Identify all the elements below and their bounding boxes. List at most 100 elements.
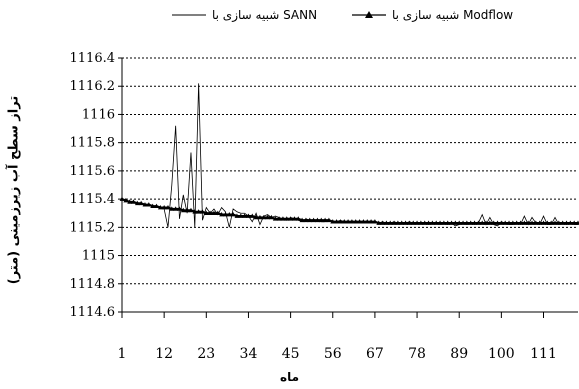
data-point-modflow (292, 216, 297, 221)
data-point-modflow (334, 219, 339, 224)
data-point-modflow (518, 220, 523, 225)
legend-item-modflow: شبیه سازی با Modflow (352, 8, 513, 22)
data-point-modflow (575, 220, 579, 225)
data-point-modflow (414, 220, 420, 225)
data-point-modflow (460, 220, 466, 225)
data-point-modflow (318, 217, 324, 223)
data-point-modflow (154, 203, 159, 208)
data-point-modflow (571, 220, 577, 225)
y-tick-label: 1115.6 (70, 164, 116, 179)
data-point-modflow (215, 210, 221, 216)
y-tick-label: 1115.2 (70, 220, 116, 235)
data-point-modflow (299, 217, 305, 223)
data-point-modflow (514, 220, 520, 225)
x-tick-label: 12 (155, 346, 173, 362)
data-point-modflow (138, 200, 144, 206)
data-point-modflow (249, 213, 255, 218)
x-tick-label: 100 (488, 346, 515, 362)
data-point-modflow (364, 219, 370, 224)
data-point-modflow (472, 220, 477, 225)
data-point-modflow (376, 220, 382, 225)
data-point-modflow (276, 216, 282, 221)
data-point-modflow (288, 216, 294, 221)
data-point-modflow (544, 220, 550, 225)
data-point-modflow (437, 220, 443, 225)
data-point-modflow (483, 220, 489, 225)
data-point-modflow (127, 199, 133, 204)
data-point-modflow (406, 220, 412, 225)
data-point-modflow (541, 220, 546, 225)
data-point-modflow (180, 207, 186, 213)
data-point-modflow (207, 210, 213, 216)
data-point-modflow (529, 220, 535, 225)
data-point-modflow (422, 220, 428, 225)
x-tick-label: 78 (408, 346, 426, 362)
legend-label-modflow: شبیه سازی با Modflow (392, 8, 514, 22)
data-point-modflow (269, 214, 274, 220)
data-point-modflow (372, 219, 378, 224)
y-tick-label: 1116.4 (70, 51, 116, 66)
data-point-modflow (261, 214, 267, 220)
data-point-modflow (188, 207, 194, 213)
data-point-modflow (560, 220, 566, 225)
data-point-modflow (234, 213, 240, 218)
data-point-modflow (150, 203, 156, 208)
x-tick-label: 56 (324, 346, 342, 362)
x-tick-label: 89 (450, 346, 468, 362)
data-point-modflow (142, 202, 148, 207)
y-tick-label: 1114.6 (70, 305, 116, 320)
data-point-modflow (548, 220, 554, 225)
data-point-modflow (119, 196, 125, 201)
data-point-modflow (173, 206, 179, 211)
data-point-modflow (384, 220, 389, 225)
data-point-modflow (349, 219, 355, 224)
data-point-modflow (353, 219, 359, 224)
data-point-modflow (387, 220, 393, 225)
data-point-modflow (537, 220, 543, 225)
data-point-modflow (487, 220, 493, 225)
data-point-modflow (441, 220, 447, 225)
data-point-modflow (502, 220, 508, 225)
y-axis-title-text: تراز سطح آب زیرزمینی (متر) (6, 95, 22, 285)
data-point-modflow (165, 204, 171, 210)
data-point-modflow (265, 214, 271, 220)
data-point-modflow (280, 216, 286, 221)
x-tick-label: 111 (530, 346, 557, 362)
data-point-modflow (219, 212, 225, 217)
data-point-modflow (226, 212, 232, 217)
data-point-modflow (468, 220, 474, 225)
data-point-modflow (506, 220, 512, 225)
data-point-modflow (433, 220, 439, 225)
legend-swatch-sann (172, 14, 206, 16)
data-point-modflow (307, 217, 313, 223)
data-point-modflow (131, 199, 136, 204)
data-point-modflow (223, 212, 228, 217)
y-tick-label: 1115.8 (70, 136, 116, 151)
data-point-modflow (322, 217, 328, 223)
data-point-modflow (200, 209, 205, 214)
y-tick-label: 1115 (82, 249, 115, 264)
data-point-modflow (410, 220, 416, 225)
data-point-modflow (284, 216, 290, 221)
data-point-modflow (203, 210, 209, 216)
data-point-modflow (146, 202, 152, 207)
data-point-modflow (564, 220, 569, 225)
x-tick-label: 23 (197, 346, 215, 362)
data-point-modflow (445, 220, 451, 225)
y-tick-label: 1115.4 (70, 192, 116, 207)
data-point-modflow (452, 220, 458, 225)
data-point-modflow (479, 220, 485, 225)
data-point-modflow (177, 206, 182, 211)
x-tick-label: 34 (240, 346, 258, 362)
data-point-modflow (246, 213, 251, 218)
data-point-modflow (357, 219, 362, 224)
data-point-modflow (341, 219, 347, 224)
data-point-modflow (303, 217, 309, 223)
legend-swatch-modflow (352, 11, 386, 18)
data-point-modflow (345, 219, 351, 224)
data-point-modflow (475, 220, 481, 225)
data-point-modflow (326, 217, 332, 223)
data-point-modflow (184, 207, 190, 213)
data-point-modflow (395, 220, 401, 225)
data-point-modflow (253, 214, 259, 220)
